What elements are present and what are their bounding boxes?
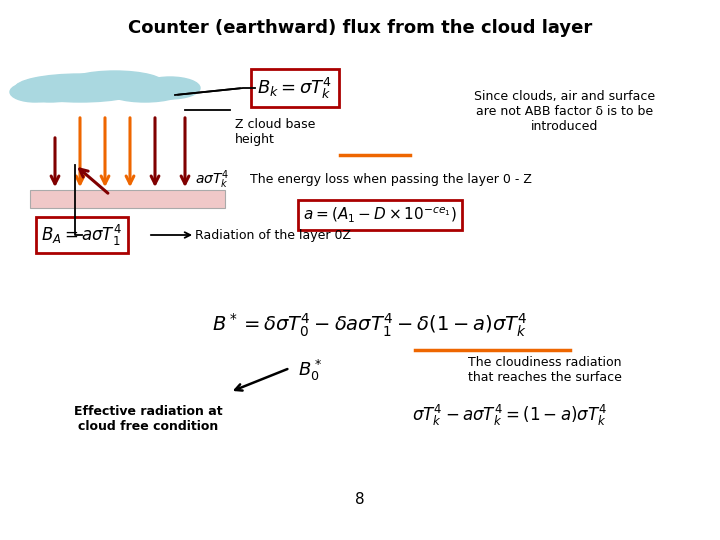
- Text: $a\sigma T_k^4$: $a\sigma T_k^4$: [195, 168, 229, 191]
- Text: $B_0^*$: $B_0^*$: [298, 357, 322, 382]
- Ellipse shape: [15, 78, 85, 102]
- Ellipse shape: [105, 78, 185, 102]
- Text: The energy loss when passing the layer 0 - Z: The energy loss when passing the layer 0…: [250, 173, 532, 186]
- Ellipse shape: [15, 74, 145, 102]
- Ellipse shape: [65, 71, 165, 97]
- Ellipse shape: [140, 77, 200, 99]
- Text: $B_k = \sigma T_k^4$: $B_k = \sigma T_k^4$: [258, 76, 333, 100]
- Text: $B^* = \delta\sigma T_0^4 - \delta a\sigma T_1^4 - \delta(1-a)\sigma T_k^4$: $B^* = \delta\sigma T_0^4 - \delta a\sig…: [212, 311, 528, 339]
- Text: $a = \left(A_1 - D \times 10^{-ce_1}\right)$: $a = \left(A_1 - D \times 10^{-ce_1}\rig…: [303, 206, 457, 225]
- Text: The cloudiness radiation
that reaches the surface: The cloudiness radiation that reaches th…: [468, 356, 622, 384]
- Ellipse shape: [10, 82, 60, 102]
- Text: Counter (earthward) flux from the cloud layer: Counter (earthward) flux from the cloud …: [128, 19, 592, 37]
- Text: $\sigma T_k^4 - a\sigma T_k^4 = (1-a)\sigma T_k^4$: $\sigma T_k^4 - a\sigma T_k^4 = (1-a)\si…: [413, 402, 608, 428]
- Text: Radiation of the layer 0Z: Radiation of the layer 0Z: [195, 228, 351, 241]
- Text: Since clouds, air and surface
are not ABB factor δ is to be
introduced: Since clouds, air and surface are not AB…: [474, 90, 656, 133]
- Text: $B_A = a\sigma T_1^4$: $B_A = a\sigma T_1^4$: [42, 222, 122, 247]
- Text: Z cloud base
height: Z cloud base height: [235, 118, 315, 146]
- Text: Effective radiation at
cloud free condition: Effective radiation at cloud free condit…: [73, 405, 222, 433]
- Bar: [30, 190, 225, 208]
- Text: 8: 8: [355, 492, 365, 508]
